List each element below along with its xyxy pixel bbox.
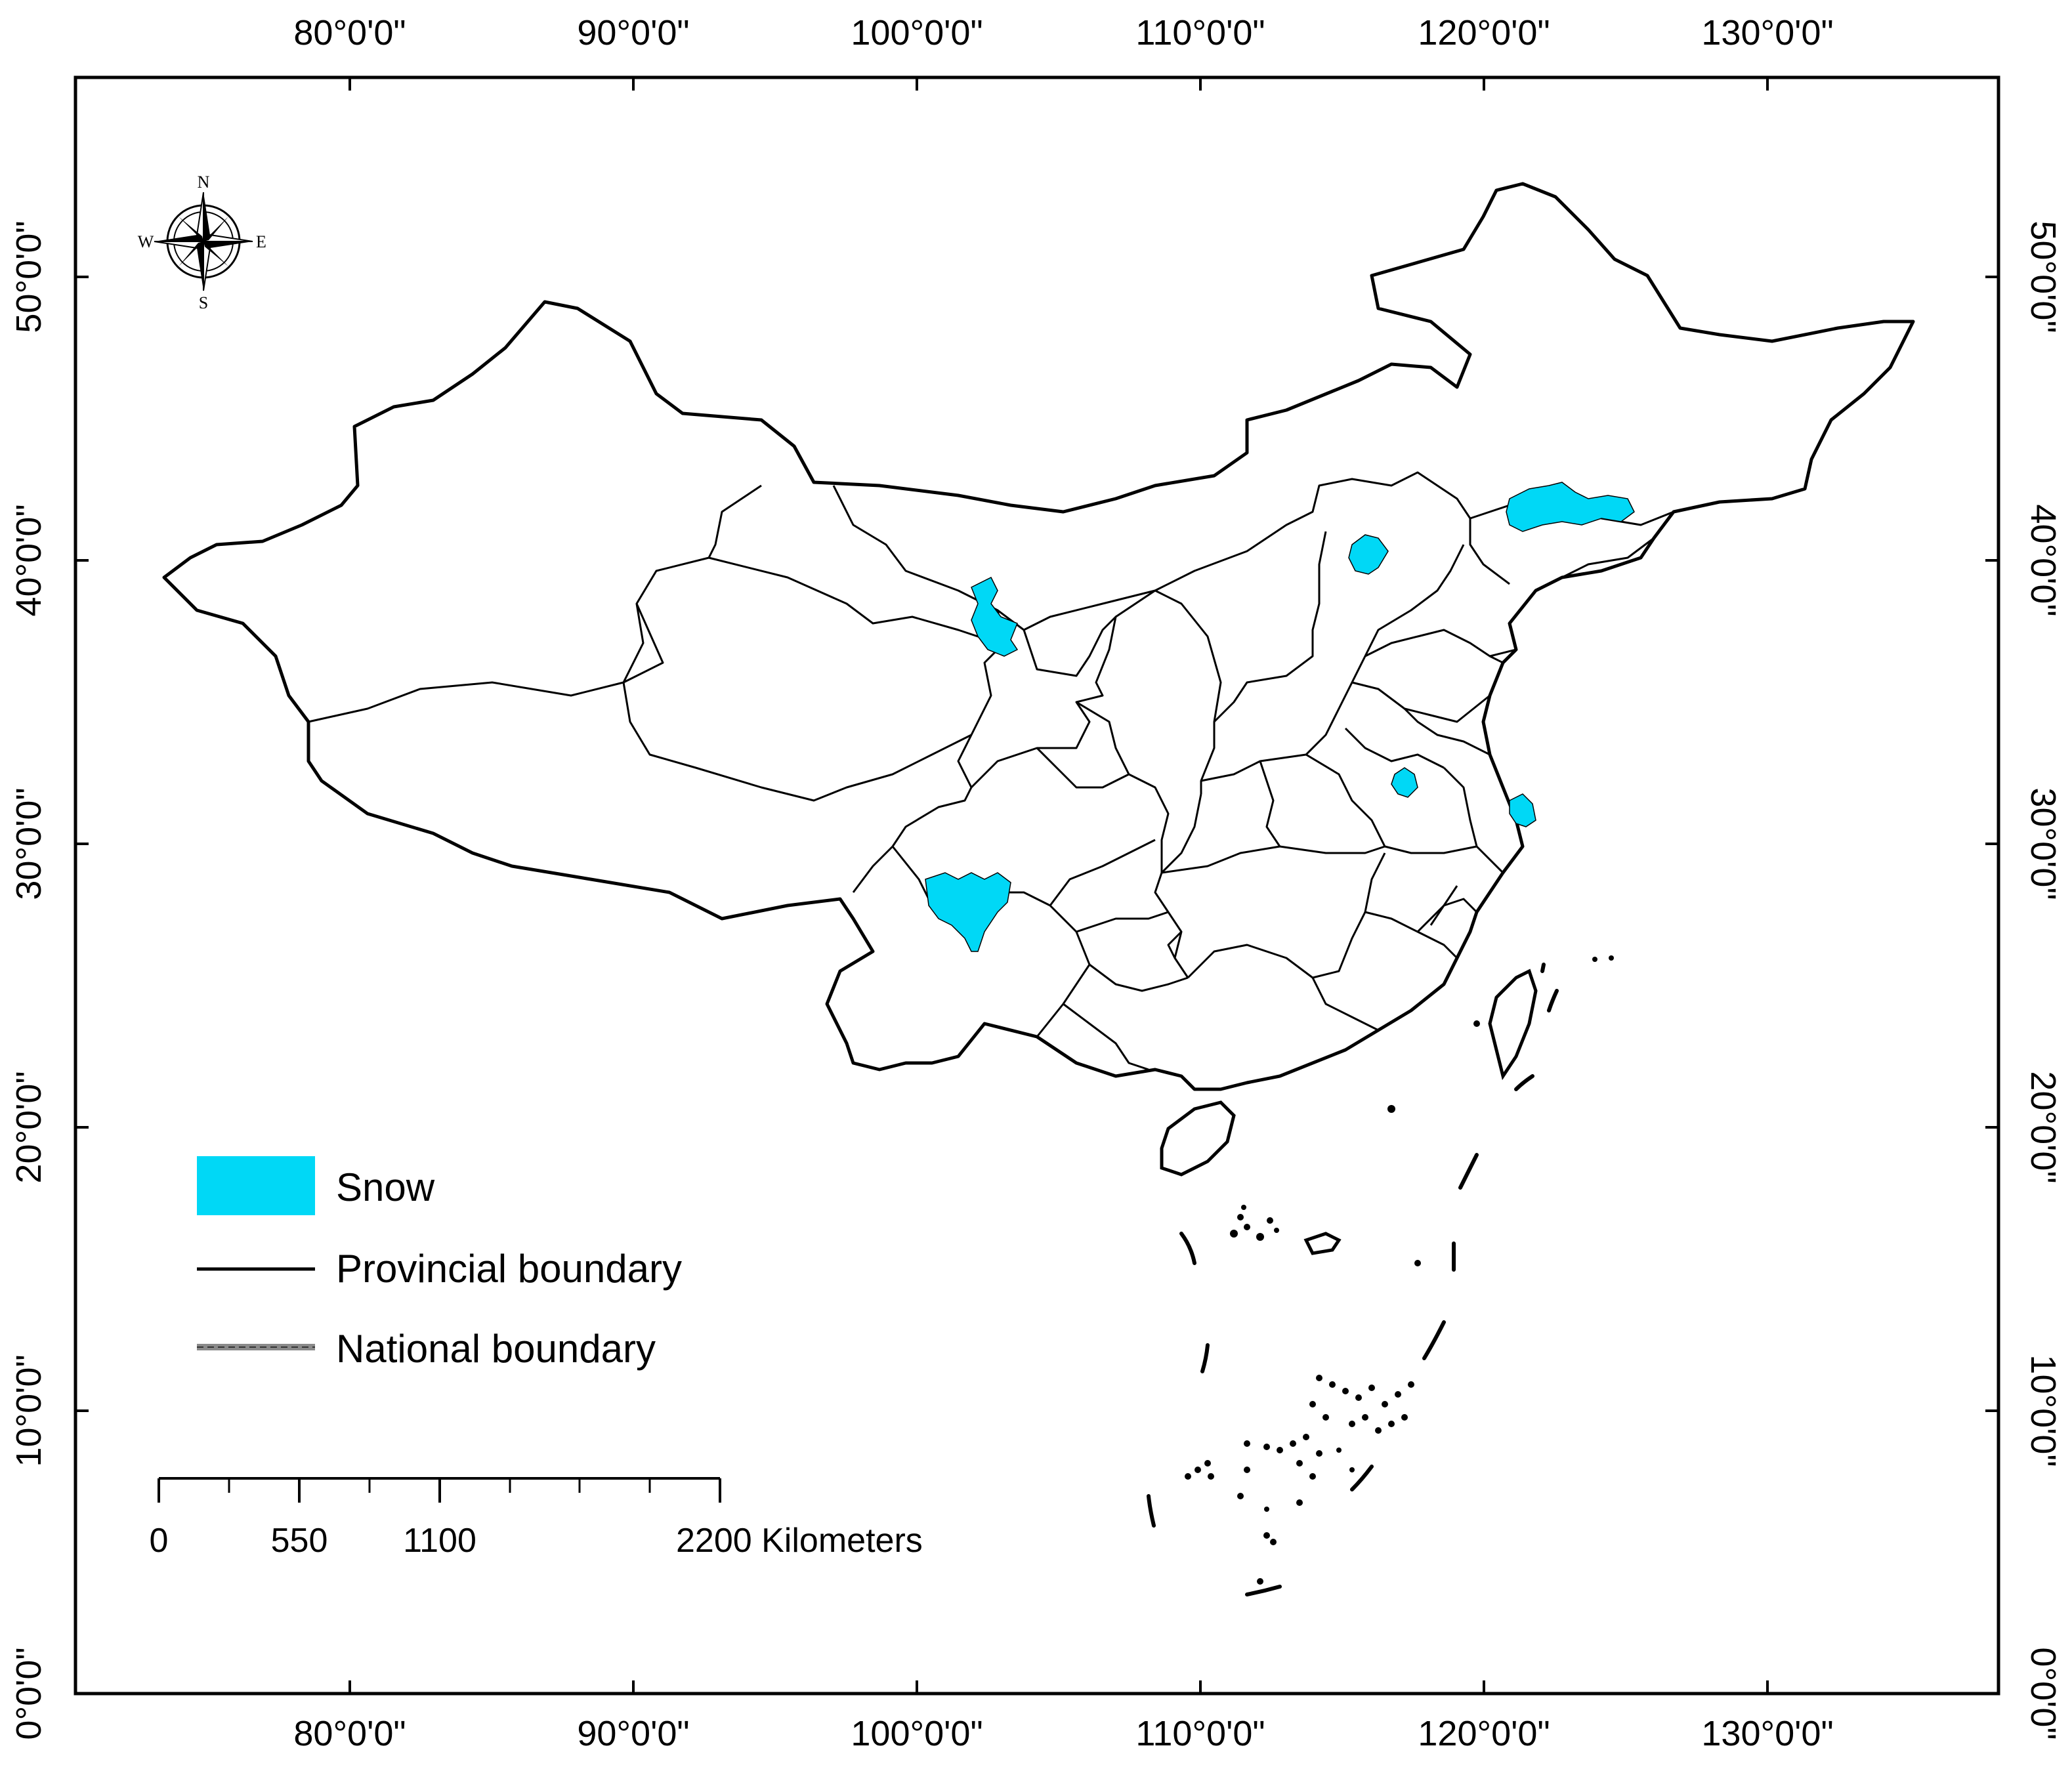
axis-top-label: 130°0'0" [1701, 13, 1833, 52]
axis-right-label: 0°0'0" [2023, 1647, 2063, 1740]
axis-left-label: 10°0'0" [9, 1354, 49, 1467]
snow-region [1506, 482, 1635, 532]
legend-provincial-label: Provincial boundary [336, 1247, 682, 1291]
island-small [1303, 1232, 1342, 1255]
scale-label: 2200 Kilometers [676, 1522, 923, 1560]
axis-top-labels: 80°0'0" 90°0'0" 100°0'0" 110°0'0" 120°0'… [293, 13, 1833, 52]
axis-right-labels: 50°0'0" 40°0'0" 30°0'0" 20°0'0" 10°0'0" … [2023, 220, 2063, 1740]
axis-right-label: 10°0'0" [2023, 1354, 2063, 1467]
axis-left-label: 20°0'0" [9, 1071, 49, 1183]
axis-left-label: 30°0'0" [9, 787, 49, 900]
axis-bottom-labels: 80°0'0" 90°0'0" 100°0'0" 110°0'0" 120°0'… [293, 1714, 1833, 1753]
scale-bar: 0 550 1100 2200 Kilometers [150, 1477, 923, 1560]
snow-region [925, 872, 1011, 952]
snow-regions [925, 482, 1635, 952]
axis-top-label: 110°0'0" [1135, 13, 1265, 52]
legend-snow-label: Snow [336, 1165, 435, 1209]
axis-top-label: 90°0'0" [577, 13, 689, 52]
axis-bottom-label: 80°0'0" [293, 1714, 406, 1753]
axis-left-label: 0°0'0" [9, 1647, 49, 1740]
legend-national-label: National boundary [336, 1327, 656, 1371]
island-taiwan [1488, 969, 1538, 1081]
scale-label: 1100 [403, 1522, 476, 1560]
axis-right-label: 20°0'0" [2023, 1071, 2063, 1183]
scale-label: 0 [150, 1522, 169, 1560]
nine-dash-line [1147, 963, 1559, 1596]
axis-bottom-label: 110°0'0" [1135, 1714, 1265, 1753]
legend-snow-swatch [197, 1156, 315, 1215]
axis-bottom-label: 100°0'0" [851, 1714, 983, 1753]
graticule-ticks [75, 77, 1998, 1695]
axis-bottom-label: 90°0'0" [577, 1714, 689, 1753]
snow-region [1391, 767, 1418, 798]
legend: Snow Provincial boundary National bounda… [197, 1156, 682, 1371]
axis-top-label: 100°0'0" [851, 13, 983, 52]
axis-right-label: 50°0'0" [2023, 220, 2063, 333]
island-hainan [1160, 1100, 1236, 1177]
snow-region [1348, 534, 1389, 575]
compass-east-label: E [256, 232, 266, 251]
axis-bottom-label: 130°0'0" [1701, 1714, 1833, 1753]
snow-region [971, 576, 1019, 657]
compass-west-label: W [138, 232, 154, 251]
axis-left-label: 50°0'0" [9, 220, 49, 333]
axis-bottom-label: 120°0'0" [1418, 1714, 1550, 1753]
national-outline [162, 182, 1915, 1091]
axis-right-label: 30°0'0" [2023, 787, 2063, 900]
map-frame [74, 75, 2000, 1696]
axis-top-label: 80°0'0" [293, 13, 406, 52]
compass-north-label: N [198, 173, 210, 192]
compass-rose: N S E W [138, 173, 266, 312]
scale-label: 550 [271, 1522, 328, 1560]
axis-left-labels: 50°0'0" 40°0'0" 30°0'0" 20°0'0" 10°0'0" … [9, 220, 49, 1740]
island-dots [1185, 955, 1614, 1585]
compass-south-label: S [199, 293, 208, 312]
provincial-boundaries [308, 471, 1674, 1071]
axis-left-label: 40°0'0" [9, 504, 49, 616]
snow-region [1509, 793, 1536, 827]
axis-right-label: 40°0'0" [2023, 504, 2063, 616]
compass-star-icon [203, 192, 210, 241]
axis-top-label: 120°0'0" [1418, 13, 1550, 52]
